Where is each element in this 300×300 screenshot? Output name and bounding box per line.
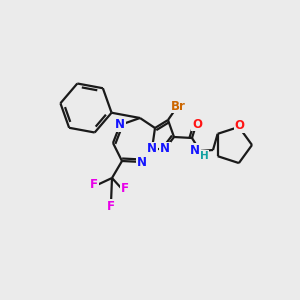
Text: N: N bbox=[147, 142, 157, 155]
Text: N: N bbox=[190, 143, 200, 157]
Text: H: H bbox=[200, 151, 208, 161]
Text: F: F bbox=[107, 200, 115, 212]
Text: N: N bbox=[137, 155, 147, 169]
Text: Br: Br bbox=[171, 100, 185, 112]
Text: F: F bbox=[90, 178, 98, 191]
Text: O: O bbox=[235, 119, 245, 132]
Text: N: N bbox=[115, 118, 125, 131]
Text: F: F bbox=[121, 182, 129, 194]
Text: O: O bbox=[192, 118, 202, 130]
Text: N: N bbox=[160, 142, 170, 155]
